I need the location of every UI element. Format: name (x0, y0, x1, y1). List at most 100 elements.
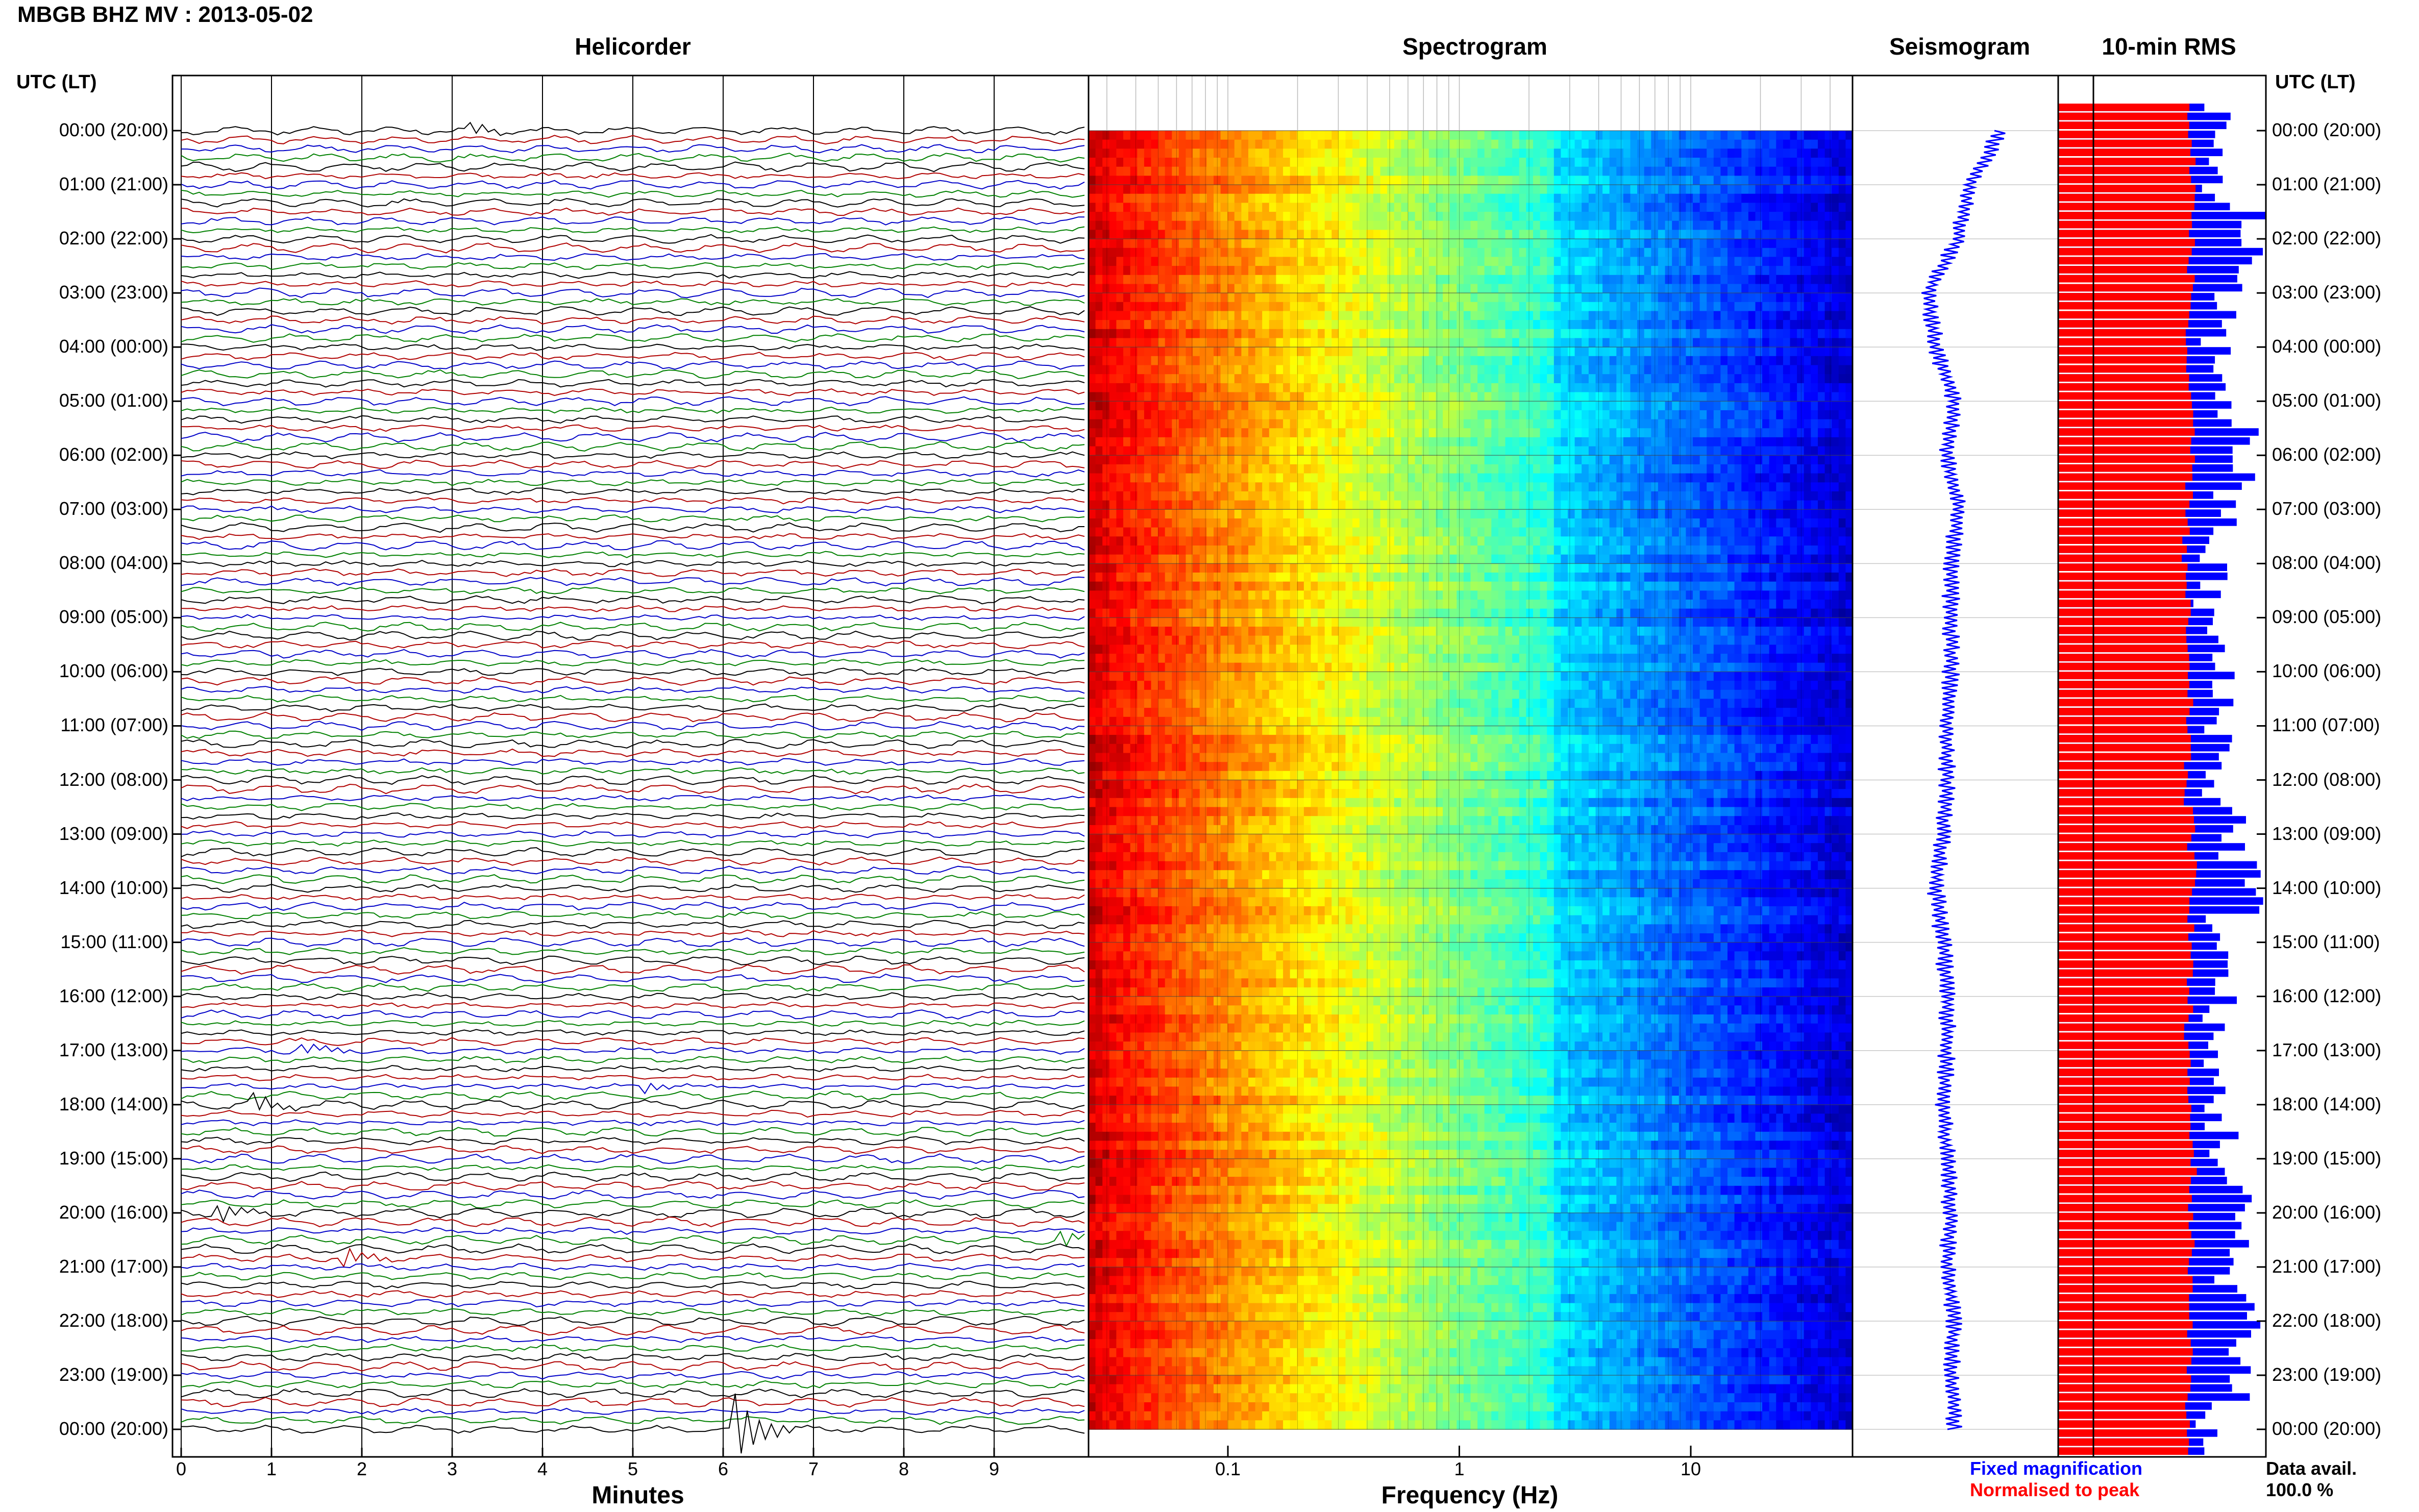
spectrogram-cell (1422, 275, 1429, 285)
spectrogram-cell (1484, 275, 1492, 285)
spectrogram-cell (1428, 148, 1437, 158)
spectrogram-cell (1269, 536, 1277, 546)
spectrogram-cell (1338, 230, 1346, 239)
spectrogram-cell (1172, 464, 1179, 474)
spectrogram-cell (1477, 166, 1485, 177)
spectrogram-cell (1672, 401, 1680, 411)
spectrogram-cell (1526, 437, 1534, 447)
spectrogram-cell (1568, 482, 1575, 492)
spectrogram-cell (1428, 329, 1437, 339)
spectrogram-cell (1644, 338, 1652, 348)
spectrogram-cell (1262, 166, 1270, 177)
spectrogram-cell (1089, 131, 1096, 140)
spectrogram-cell (1214, 220, 1221, 231)
spectrogram-cell (1248, 230, 1256, 239)
spectrogram-cell (1582, 230, 1589, 239)
spectrogram-cell (1345, 139, 1353, 150)
spectrogram-cell (1297, 148, 1304, 158)
spectrogram-cell (1463, 166, 1471, 177)
spectrogram-cell (1234, 185, 1242, 194)
spectrogram-cell (1269, 166, 1277, 177)
spectrogram-cell (1824, 347, 1832, 357)
spectrogram-cell (1428, 212, 1437, 221)
spectrogram-cell (1172, 365, 1179, 375)
spectrogram-cell (1172, 536, 1179, 546)
spectrogram-cell (1811, 491, 1818, 501)
spectrogram-cell (1303, 500, 1312, 510)
spectrogram-cell (1491, 347, 1499, 357)
spectrogram-cell (1755, 311, 1763, 320)
spectrogram-cell (1373, 401, 1381, 411)
spectrogram-cell (1186, 148, 1193, 158)
spectrogram-cell (1713, 455, 1721, 465)
spectrogram-cell (1373, 293, 1381, 303)
spectrogram-cell (1436, 139, 1443, 150)
spectrogram-cell (1199, 247, 1207, 258)
spectrogram-cell (1804, 428, 1812, 438)
spectrogram-cell (1449, 203, 1458, 212)
spectrogram-cell (1637, 365, 1645, 375)
spectrogram-cell (1297, 428, 1304, 438)
spectrogram-cell (1616, 247, 1624, 258)
spectrogram-cell (1303, 220, 1312, 231)
spectrogram-cell (1345, 266, 1353, 276)
spectrogram-cell (1797, 247, 1805, 258)
spectrogram-cell (1290, 491, 1298, 501)
spectrogram-cell (1623, 347, 1631, 357)
spectrogram-cell (1568, 203, 1575, 212)
spectrogram-cell (1609, 365, 1617, 375)
spectrogram-cell (1818, 284, 1825, 293)
spectrogram-cell (1741, 347, 1749, 357)
spectrogram-cell (1206, 518, 1214, 528)
spectrogram-cell (1526, 410, 1534, 420)
spectrogram-cell (1658, 482, 1666, 492)
spectrogram-cell (1408, 302, 1416, 312)
spectrogram-cell (1727, 482, 1735, 492)
spectrogram-cell (1095, 338, 1103, 348)
spectrogram-cell (1095, 419, 1103, 429)
spectrogram-cell (1693, 446, 1700, 456)
spectrogram-cell (1838, 509, 1846, 519)
spectrogram-cell (1547, 500, 1554, 510)
spectrogram-cell (1102, 473, 1110, 483)
spectrogram-cell (1408, 230, 1416, 239)
spectrogram-cell (1644, 365, 1652, 375)
spectrogram-cell (1089, 338, 1096, 348)
spectrogram-cell (1214, 536, 1221, 546)
spectrogram-cell (1428, 356, 1437, 366)
spectrogram-cell (1193, 491, 1200, 501)
spectrogram-cell (1832, 302, 1839, 312)
spectrogram-cell (1651, 266, 1659, 276)
spectrogram-cell (1311, 446, 1318, 456)
spectrogram-cell (1699, 131, 1707, 140)
spectrogram-cell (1734, 500, 1742, 510)
spectrogram-cell (1651, 500, 1659, 510)
spectrogram-cell (1234, 302, 1242, 312)
spectrogram-cell (1727, 401, 1735, 411)
spectrogram-cell (1588, 185, 1596, 194)
spectrogram-cell (1186, 185, 1193, 194)
spectrogram-cell (1824, 455, 1832, 465)
spectrogram-cell (1519, 518, 1527, 528)
spectrogram-cell (1512, 275, 1520, 285)
spectrogram-cell (1199, 230, 1207, 239)
spectrogram-cell (1637, 329, 1645, 339)
spectrogram-cell (1234, 464, 1242, 474)
spectrogram-cell (1137, 491, 1145, 501)
spectrogram-cell (1769, 401, 1777, 411)
spectrogram-cell (1352, 347, 1360, 357)
spectrogram-cell (1568, 185, 1575, 194)
spectrogram-cell (1477, 212, 1485, 221)
spectrogram-cell (1137, 527, 1145, 537)
spectrogram-cell (1303, 148, 1312, 158)
spectrogram-cell (1241, 320, 1249, 330)
spectrogram-cell (1720, 220, 1728, 231)
spectrogram-cell (1699, 139, 1707, 150)
spectrogram-cell (1693, 428, 1700, 438)
spectrogram-cell (1255, 220, 1263, 231)
spectrogram-cell (1547, 410, 1554, 420)
spectrogram-cell (1165, 193, 1173, 204)
spectrogram-cell (1123, 302, 1131, 312)
spectrogram-cell (1123, 185, 1131, 194)
spectrogram-cell (1818, 392, 1825, 402)
